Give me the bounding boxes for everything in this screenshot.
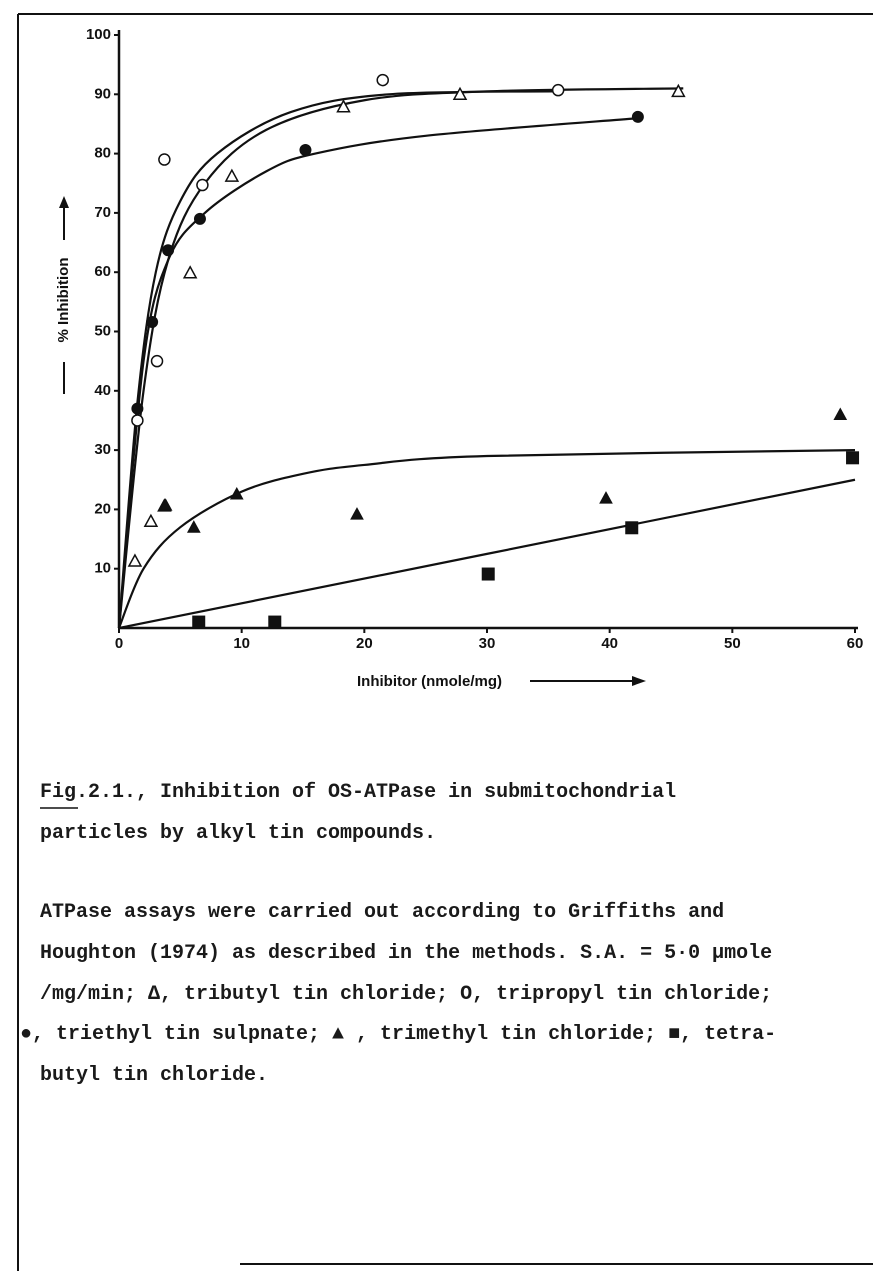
- fit-curve: [117, 449, 856, 629]
- y-tick-label: 60: [94, 263, 111, 280]
- fit-curve: [118, 478, 856, 630]
- x-tick-label: 10: [233, 635, 250, 652]
- marker: [481, 567, 495, 581]
- marker: [551, 83, 565, 97]
- marker: [671, 83, 686, 98]
- marker: [150, 354, 164, 368]
- marker: [376, 73, 389, 87]
- y-axis-label: % Inhibition: [55, 258, 72, 343]
- x-tick-label: 20: [356, 635, 373, 652]
- caption-line: ATPase assays were carried out according…: [40, 901, 724, 924]
- fit-curve: [117, 90, 561, 629]
- marker: [599, 491, 613, 504]
- marker: [182, 265, 198, 279]
- marker: [229, 486, 244, 500]
- marker: [162, 244, 175, 257]
- fit-curve: [117, 116, 641, 629]
- y-tick-label: 100: [86, 26, 111, 43]
- marker: [131, 414, 144, 427]
- marker: [833, 407, 848, 421]
- caption-line: butyl tin chloride.: [40, 1064, 268, 1087]
- caption-line: Fig.2.1., Inhibition of OS-ATPase in sub…: [40, 781, 676, 804]
- marker: [846, 451, 860, 465]
- marker: [127, 553, 143, 567]
- marker: [193, 212, 206, 225]
- marker: [196, 178, 209, 192]
- marker: [268, 615, 282, 629]
- y-tick-label: 70: [94, 204, 111, 221]
- marker: [631, 110, 644, 123]
- x-tick-label: 60: [847, 635, 864, 652]
- marker: [299, 144, 312, 157]
- marker: [350, 507, 364, 520]
- marker: [158, 153, 171, 166]
- x-tick-label: 40: [601, 635, 618, 652]
- marker: [158, 498, 173, 511]
- y-tick-label: 50: [94, 322, 111, 339]
- x-tick-label: 50: [724, 635, 741, 652]
- fit-curve: [117, 87, 684, 629]
- x-tick-label: 30: [479, 635, 496, 652]
- marker: [131, 402, 144, 415]
- marker: [143, 513, 159, 528]
- marker: [146, 316, 159, 329]
- marker: [192, 615, 206, 629]
- marker: [625, 521, 639, 535]
- y-tick-label: 80: [94, 145, 111, 162]
- y-tick-label: 90: [94, 85, 111, 102]
- caption-line: ●, triethyl tin sulpnate; ▲ , trimethyl …: [20, 1023, 776, 1046]
- caption-line: /mg/min; Δ, tributyl tin chloride; O, tr…: [40, 983, 772, 1006]
- y-tick-label: 30: [94, 441, 111, 458]
- caption-line: particles by alkyl tin compounds.: [40, 822, 436, 845]
- x-arrow-head: [632, 676, 646, 686]
- y-arrow-head: [59, 196, 69, 208]
- y-tick-label: 10: [94, 560, 111, 577]
- y-tick-label: 20: [94, 500, 111, 517]
- x-tick-label: 0: [115, 635, 123, 652]
- marker: [186, 520, 201, 533]
- caption-line: Houghton (1974) as described in the meth…: [40, 942, 772, 965]
- marker: [336, 99, 351, 113]
- y-tick-label: 40: [94, 382, 111, 399]
- marker: [224, 168, 240, 182]
- x-axis-label: Inhibitor (nmole/mg): [357, 673, 502, 690]
- marker: [452, 86, 468, 101]
